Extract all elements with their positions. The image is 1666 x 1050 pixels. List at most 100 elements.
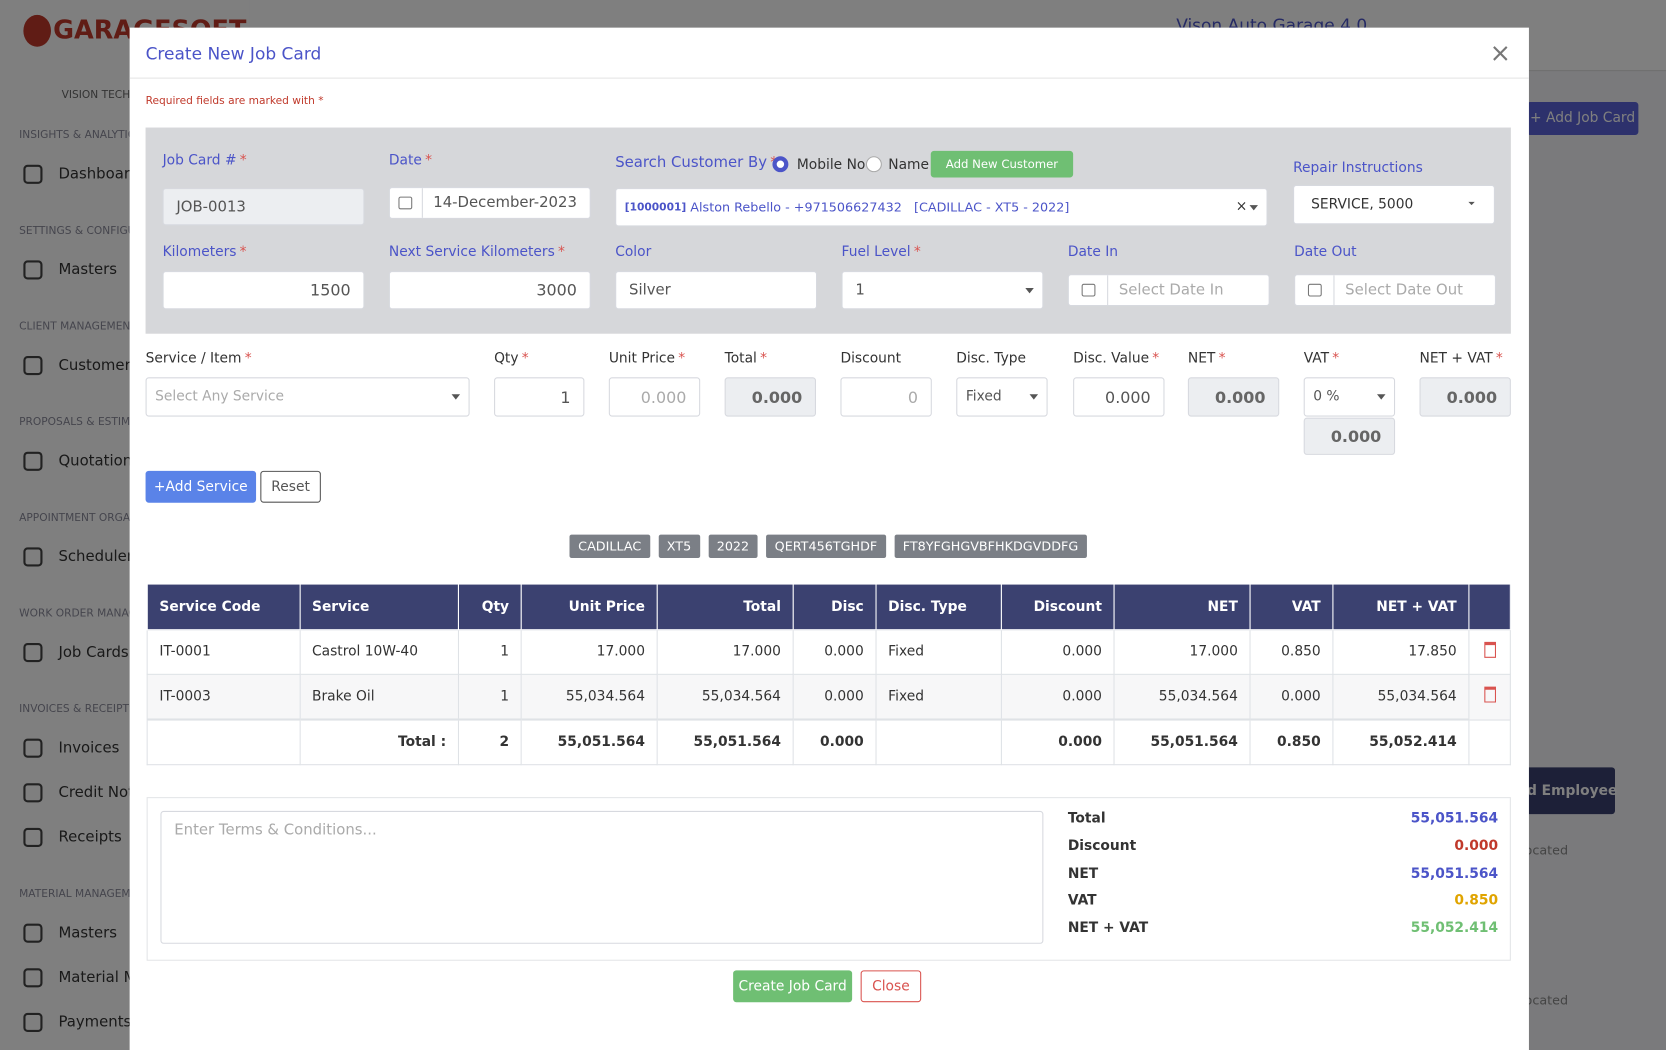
label: Discount [840, 351, 901, 367]
disc_value-input[interactable]: 0.000 [1073, 377, 1165, 417]
tag: FT8YFGHGVBFHKDGVDDFG [894, 534, 1087, 558]
add-service-button[interactable]: +Add Service [145, 470, 257, 503]
cell: 55,034.564 [656, 673, 794, 721]
summary-value: 55,052.414 [1410, 920, 1499, 937]
value: 0 [907, 387, 918, 407]
action-cell [1468, 673, 1511, 721]
text: Unit Price [608, 350, 676, 367]
disc_type-input[interactable]: Fixed [956, 377, 1048, 417]
cell: 0.850 [1249, 718, 1334, 765]
cell: 55,052.414 [1332, 718, 1470, 765]
label: Next Service Kilometers * [389, 244, 565, 260]
clear[interactable]: × [1235, 198, 1248, 215]
create-button[interactable]: Create Job Card [733, 970, 853, 1003]
label: Color [615, 244, 651, 260]
text: Date In [1067, 244, 1119, 261]
value: 0.000 [1215, 387, 1266, 407]
customer-select[interactable]: [1000001] Alston Rebello - +971506627432… [615, 188, 1268, 227]
label: Date Out [1294, 244, 1356, 260]
qty-input[interactable]: 1 [494, 377, 585, 417]
label: Date In [1068, 244, 1118, 260]
next_km-input[interactable]: 3000 [388, 271, 591, 310]
cell: 55,034.564 [1332, 673, 1470, 721]
cell: 17.000 [656, 629, 794, 675]
label: Search Customer By* [615, 154, 777, 171]
reset-button[interactable]: Reset [260, 470, 321, 503]
icon [1307, 283, 1322, 297]
fuel-input[interactable]: 1 [841, 271, 1044, 310]
label: NET + VAT * [1420, 351, 1503, 367]
label: Disc. Type [956, 351, 1026, 367]
service-table: Service Code Service Qty Unit Price Total Dis… [146, 583, 1511, 765]
date_in-input[interactable]: Select Date In [1067, 274, 1270, 307]
net_vat-input[interactable]: 0.000 [1419, 377, 1511, 417]
close-button[interactable]: Close [860, 970, 922, 1003]
date_out-input[interactable]: Select Date Out [1294, 274, 1496, 307]
text: Service / Item [145, 350, 242, 367]
caret [1025, 288, 1034, 298]
label: Fuel Level * [842, 244, 921, 260]
name: Alston Rebello - +971506627432 [690, 199, 902, 215]
radio-off[interactable] [865, 156, 882, 173]
cell: 55,051.564 [520, 718, 658, 765]
summary-value: 55,051.564 [1410, 810, 1499, 827]
discount-input[interactable]: 0 [840, 377, 932, 417]
footer-box [146, 797, 1511, 961]
color-input[interactable]: Silver [615, 271, 818, 310]
tags: CADILLAC XT5 2022 QERT456TGHDF FT8YFGHGVBFHK… [146, 534, 1511, 558]
column-header: NET [1113, 583, 1251, 631]
repair-select[interactable]: SERVICE, 5000 [1293, 184, 1495, 225]
text: Color [615, 244, 652, 261]
column-header: Disc. Type [875, 583, 1002, 631]
label: Qty * [494, 351, 529, 367]
required-mark: * [521, 350, 529, 367]
summary-value: 55,051.564 [1410, 865, 1499, 882]
label: Unit Price * [609, 351, 685, 367]
radio-label: Mobile No [796, 157, 866, 174]
cell: Castrol 10W-40 [299, 629, 459, 675]
service-input[interactable]: Select Any Service [145, 377, 470, 417]
add-customer-button[interactable]: Add New Customer [930, 150, 1074, 178]
job-card-input[interactable]: JOB-0013 [162, 188, 365, 226]
cell: IT-0003 [146, 673, 301, 721]
summary-label: NET + VAT [1067, 920, 1149, 937]
delete-icon[interactable] [1483, 686, 1496, 703]
close-icon[interactable]: × [1489, 38, 1511, 69]
action-cell [1468, 718, 1511, 765]
caret [1377, 394, 1386, 404]
label: Service / Item * [146, 351, 252, 367]
radio-label: Name [888, 157, 930, 174]
kilometers-input[interactable]: 1500 [162, 271, 365, 310]
date-input[interactable]: 14-December-2023 [388, 187, 591, 219]
text: Total [724, 350, 757, 367]
cell: 2 [457, 718, 522, 765]
delete-icon[interactable] [1483, 641, 1496, 658]
text: Required fields are marked with [145, 95, 315, 108]
text: Date Out [1294, 244, 1357, 261]
column-header: Total [656, 583, 794, 631]
caret [1249, 205, 1258, 215]
cell: 0.000 [1000, 629, 1115, 675]
column-header: Unit Price [520, 583, 658, 631]
cell: 0.000 [792, 673, 877, 721]
radio-on[interactable] [772, 156, 789, 173]
summary-label: NET [1067, 865, 1099, 882]
total-input[interactable]: 0.000 [724, 377, 816, 417]
value: 1500 [310, 280, 351, 300]
cell: 55,034.564 [520, 673, 658, 721]
unit_price-input[interactable]: 0.000 [608, 377, 701, 417]
terms-textarea[interactable]: Enter Terms & Conditions... [160, 810, 1044, 944]
label: Kilometers * [163, 244, 247, 260]
table-row: IT-0001 Castrol 10W-40 1 17.000 17.000 0.000 F… [146, 629, 1511, 675]
required-mark: * [244, 350, 252, 367]
text: Qty [494, 350, 519, 367]
value: 0.000 [1446, 387, 1498, 407]
vat-input[interactable]: 0 % [1303, 377, 1396, 417]
cell [875, 718, 1002, 765]
net-input[interactable]: 0.000 [1187, 377, 1280, 417]
text: Disc. Type [956, 350, 1027, 367]
cell [146, 718, 301, 765]
caret [451, 394, 461, 404]
cell: 0.000 [1000, 673, 1115, 721]
value: 1 [560, 387, 571, 407]
